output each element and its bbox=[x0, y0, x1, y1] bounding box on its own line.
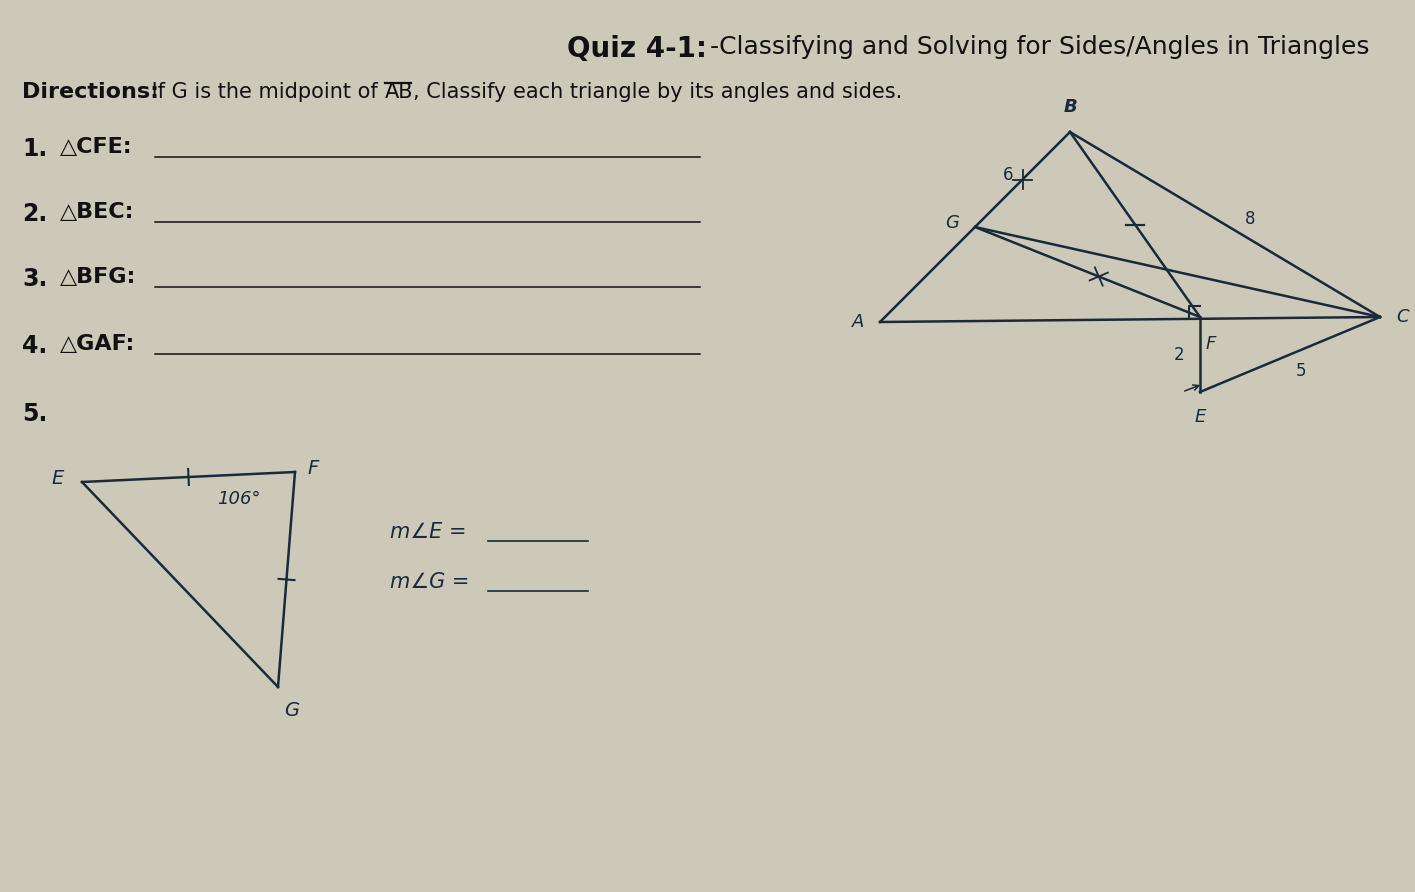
Text: 106°: 106° bbox=[216, 490, 260, 508]
Text: 3.: 3. bbox=[23, 267, 47, 291]
Text: C: C bbox=[1397, 308, 1408, 326]
Text: △GAF:: △GAF: bbox=[59, 334, 136, 354]
Text: △BFG:: △BFG: bbox=[59, 267, 136, 287]
Text: -Classifying and Solving for Sides/Angles in Triangles: -Classifying and Solving for Sides/Angle… bbox=[710, 35, 1370, 59]
Text: △BEC:: △BEC: bbox=[59, 202, 134, 222]
Text: 8: 8 bbox=[1245, 210, 1255, 227]
Text: 2.: 2. bbox=[23, 202, 47, 226]
Text: A: A bbox=[852, 313, 865, 331]
Text: 1.: 1. bbox=[23, 137, 47, 161]
Text: 6: 6 bbox=[1003, 167, 1013, 185]
Text: 5: 5 bbox=[1296, 362, 1306, 381]
Text: B: B bbox=[1063, 98, 1077, 116]
Text: 2: 2 bbox=[1173, 345, 1184, 364]
Text: E: E bbox=[1194, 408, 1206, 426]
Text: Directions:: Directions: bbox=[23, 82, 158, 102]
Text: If G is the midpoint of: If G is the midpoint of bbox=[144, 82, 385, 102]
Text: F: F bbox=[1206, 335, 1217, 353]
Text: m∠E =: m∠E = bbox=[391, 522, 473, 542]
Text: Quiz 4-1:: Quiz 4-1: bbox=[567, 35, 708, 63]
Text: F: F bbox=[307, 458, 318, 477]
Text: G: G bbox=[945, 214, 959, 232]
Text: E: E bbox=[51, 468, 64, 488]
Text: m∠G =: m∠G = bbox=[391, 572, 475, 592]
Text: , Classify each triangle by its angles and sides.: , Classify each triangle by its angles a… bbox=[413, 82, 903, 102]
Text: AB: AB bbox=[385, 82, 413, 102]
Text: △CFE:: △CFE: bbox=[59, 137, 133, 157]
Text: 5.: 5. bbox=[23, 402, 47, 426]
Text: G: G bbox=[284, 701, 299, 720]
Text: 4.: 4. bbox=[23, 334, 47, 358]
